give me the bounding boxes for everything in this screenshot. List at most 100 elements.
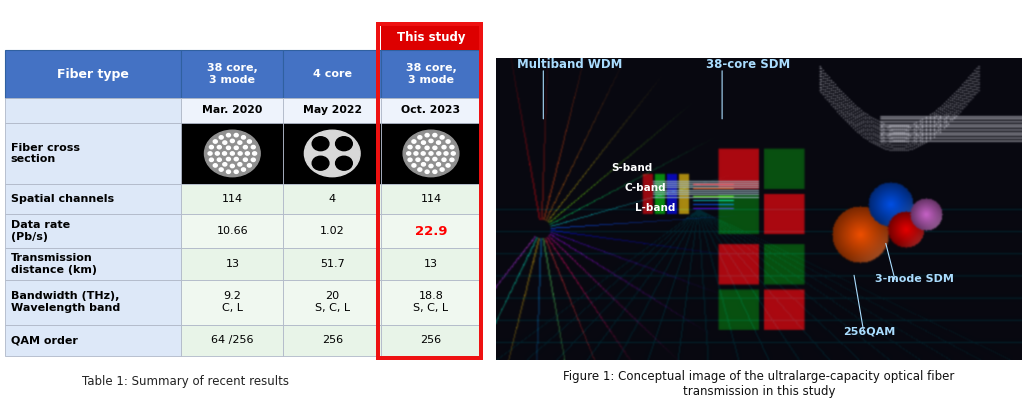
Circle shape — [441, 136, 444, 139]
Bar — [5, 50, 181, 98]
Text: Data rate
(Pb/s): Data rate (Pb/s) — [11, 220, 70, 242]
Circle shape — [230, 164, 234, 168]
Bar — [283, 50, 381, 98]
Circle shape — [214, 164, 218, 167]
Circle shape — [408, 158, 412, 161]
Text: 256: 256 — [321, 335, 343, 345]
Circle shape — [436, 152, 441, 155]
Circle shape — [208, 152, 212, 155]
Text: 38 core,
3 mode: 38 core, 3 mode — [207, 63, 258, 85]
Circle shape — [227, 133, 230, 137]
Bar — [381, 123, 481, 184]
Text: 22.9: 22.9 — [415, 224, 447, 238]
Bar — [381, 248, 481, 280]
Text: 256QAM: 256QAM — [843, 326, 896, 336]
Text: 38 core,
3 mode: 38 core, 3 mode — [406, 63, 456, 85]
Bar — [5, 184, 181, 214]
Circle shape — [429, 139, 433, 143]
Circle shape — [238, 163, 241, 166]
Text: Figure 1: Conceptual image of the ultralarge-capacity optical fiber
transmission: Figure 1: Conceptual image of the ultral… — [563, 370, 955, 398]
Circle shape — [223, 163, 227, 166]
Text: Multiband WDM: Multiband WDM — [517, 58, 622, 71]
Circle shape — [336, 156, 352, 170]
Bar — [5, 98, 181, 123]
Circle shape — [450, 158, 454, 161]
Circle shape — [234, 133, 238, 137]
Circle shape — [444, 152, 448, 155]
Bar — [283, 280, 381, 324]
Circle shape — [248, 164, 252, 167]
Circle shape — [219, 136, 223, 139]
Text: 114: 114 — [420, 194, 442, 204]
Circle shape — [248, 140, 252, 143]
Circle shape — [218, 145, 221, 149]
Circle shape — [234, 158, 238, 161]
Circle shape — [253, 152, 257, 155]
Circle shape — [241, 136, 245, 139]
Bar — [5, 324, 181, 356]
Text: 256: 256 — [420, 335, 442, 345]
Circle shape — [425, 146, 429, 150]
Bar — [283, 324, 381, 356]
Circle shape — [252, 145, 256, 149]
Circle shape — [412, 140, 416, 143]
Text: L-band: L-band — [636, 203, 676, 213]
Circle shape — [404, 130, 459, 177]
Circle shape — [450, 145, 454, 149]
Circle shape — [219, 168, 223, 171]
Text: 13: 13 — [424, 259, 438, 269]
Text: 1.02: 1.02 — [319, 226, 345, 236]
Circle shape — [436, 141, 441, 144]
Bar — [378, 24, 481, 358]
Bar — [496, 58, 1022, 360]
Text: 3-mode SDM: 3-mode SDM — [875, 275, 953, 285]
Circle shape — [227, 170, 230, 173]
Circle shape — [216, 152, 220, 155]
Circle shape — [210, 158, 214, 161]
Text: 38-core SDM: 38-core SDM — [707, 58, 791, 71]
Bar — [181, 280, 283, 324]
Circle shape — [312, 156, 329, 170]
Circle shape — [425, 133, 429, 137]
Circle shape — [245, 152, 250, 155]
Bar — [381, 214, 481, 248]
Bar — [5, 214, 181, 248]
Circle shape — [230, 139, 234, 143]
Circle shape — [241, 168, 245, 171]
Bar — [181, 324, 283, 356]
Circle shape — [451, 152, 455, 155]
Circle shape — [230, 152, 234, 155]
Text: QAM order: QAM order — [11, 335, 78, 345]
Text: 13: 13 — [225, 259, 239, 269]
Circle shape — [336, 137, 352, 150]
Bar — [381, 184, 481, 214]
Text: 4: 4 — [329, 194, 336, 204]
Text: Spatial channels: Spatial channels — [11, 194, 114, 204]
Bar — [181, 214, 283, 248]
Bar — [378, 24, 481, 358]
Text: 20
S, C, L: 20 S, C, L — [314, 291, 350, 313]
Circle shape — [421, 152, 425, 155]
Circle shape — [421, 163, 425, 166]
Circle shape — [425, 170, 429, 173]
Bar — [181, 98, 283, 123]
Text: 10.66: 10.66 — [217, 226, 249, 236]
Circle shape — [416, 158, 420, 161]
Circle shape — [226, 146, 230, 150]
Bar — [283, 123, 381, 184]
Circle shape — [418, 136, 422, 139]
Circle shape — [234, 146, 238, 150]
Circle shape — [441, 168, 444, 171]
Bar — [381, 324, 481, 356]
Bar — [381, 50, 481, 98]
Text: Table 1: Summary of recent results: Table 1: Summary of recent results — [82, 375, 290, 388]
Circle shape — [226, 158, 230, 161]
Text: Oct. 2023: Oct. 2023 — [402, 105, 460, 115]
Circle shape — [425, 158, 429, 161]
Text: 51.7: 51.7 — [319, 259, 345, 269]
Text: 9.2
C, L: 9.2 C, L — [222, 291, 242, 313]
Circle shape — [446, 140, 450, 143]
Text: C-band: C-band — [624, 183, 667, 193]
Circle shape — [429, 152, 433, 155]
Circle shape — [218, 158, 221, 161]
